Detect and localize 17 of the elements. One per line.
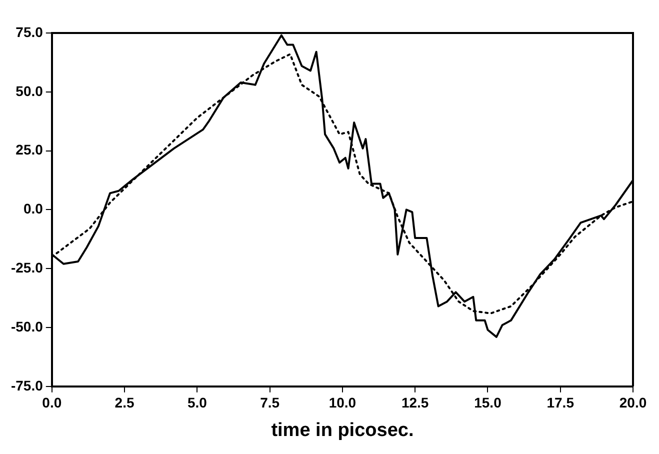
x-tick-label: 15.0 xyxy=(474,394,502,411)
y-tick-label: 25.0 xyxy=(16,142,44,158)
x-tick-label: 0.0 xyxy=(42,394,62,411)
x-tick-label: 12.5 xyxy=(401,394,429,411)
x-tick-label: 2.5 xyxy=(114,394,134,411)
x-tick-label: 7.5 xyxy=(260,394,280,411)
x-tick-label: 10.0 xyxy=(328,394,356,411)
x-tick-label: 17.5 xyxy=(546,394,574,411)
x-tick-label: 5.0 xyxy=(187,394,208,411)
y-tick-label: 75.0 xyxy=(16,24,44,40)
y-tick-label: -75.0 xyxy=(10,377,44,394)
y-tick-label: -25.0 xyxy=(10,259,44,276)
y-tick-label: -50.0 xyxy=(10,318,44,334)
y-tick-label: 0.0 xyxy=(23,200,44,217)
x-axis-title: time in picosec. xyxy=(271,420,414,441)
y-tick-label: 50.0 xyxy=(16,82,44,99)
x-tick-label: 20.0 xyxy=(619,394,647,411)
